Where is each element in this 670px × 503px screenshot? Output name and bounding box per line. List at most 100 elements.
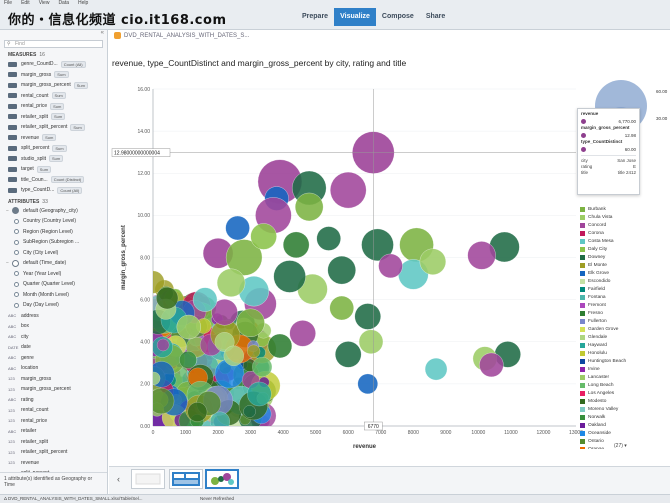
measure-item[interactable]: rental_price Sum [0,101,107,112]
bubble[interactable] [243,405,256,418]
legend-item[interactable]: Fairfield [580,285,660,293]
bubble[interactable] [147,371,161,386]
legend-item[interactable]: Elk Grove [580,269,660,277]
bubble[interactable] [216,268,246,298]
legend-item[interactable]: Corona [580,229,660,237]
attribute-item[interactable]: 123 margin_gross [0,374,107,385]
bubble[interactable] [225,215,250,241]
aggregation-badge[interactable]: Sum [70,123,85,131]
bubble[interactable] [354,303,382,330]
measure-item[interactable]: margin_gross Sum [0,70,107,81]
bubble[interactable] [327,255,356,285]
bubble[interactable] [176,314,202,340]
bubble[interactable] [246,344,261,358]
legend-item[interactable]: Daly City [580,245,660,253]
measure-item[interactable]: split_percent Sum [0,143,107,154]
aggregation-badge[interactable]: Sum [50,102,65,110]
canvas-thumbnail[interactable] [169,469,203,489]
legend-item[interactable]: Oceanside [580,429,660,437]
bubble[interactable] [156,338,170,352]
bubble[interactable] [479,352,504,378]
attribute-item[interactable]: 123 retailer_split [0,437,107,448]
hierarchy-level[interactable]: SubRegion (Subregion ... [0,237,107,248]
tab-share[interactable]: Share [425,13,446,20]
hierarchy-level[interactable]: City (City Level) [0,248,107,259]
bubble[interactable] [252,356,273,377]
menu-item-view[interactable]: View [38,0,50,6]
aggregation-badge[interactable]: Sum [52,144,67,152]
aggregation-badge[interactable]: Sum [50,113,66,121]
bubble[interactable] [223,345,244,367]
legend-item[interactable]: Fremont [580,301,660,309]
aggregation-badge[interactable]: Sum [42,134,57,142]
legend-item[interactable]: Costa Mesa [580,237,660,245]
bubble-chart[interactable]: 0.00 2.00 4.00 6.00 8.00 10.00 12.00 14.00 16.00… [109,30,670,466]
legend-item[interactable]: Honolulu [580,349,660,357]
chevron-down-icon[interactable]: ▾ [624,443,627,449]
hierarchy-level[interactable]: Month (Month Level) [0,290,107,301]
bubble[interactable] [289,320,316,347]
attribute-item[interactable]: ABC address [0,311,107,322]
aggregation-badge[interactable]: Count (Distinct) [50,176,85,184]
bubble[interactable] [192,287,218,312]
hierarchy-level[interactable]: Year (Year Level) [0,269,107,280]
bubble[interactable] [294,192,324,222]
hierarchy-level[interactable]: Country (Country Level) [0,216,107,227]
bubble[interactable] [467,241,496,270]
legend-item[interactable]: Irvine [580,365,660,373]
aggregation-badge[interactable]: Count (All) [57,186,83,194]
attribute-item[interactable]: DATE date [0,342,107,353]
measure-item[interactable]: retailer_split_percent Sum [0,122,107,133]
canvas-thumbnail[interactable] [131,469,165,489]
legend-item[interactable]: Chula Vista [580,213,660,221]
menu-item-help[interactable]: Help [78,0,89,6]
legend-item[interactable]: Hayward [580,341,660,349]
bubble[interactable] [247,381,272,407]
attribute-item[interactable]: 123 retailer_split_percent [0,447,107,458]
bubble[interactable] [329,295,354,321]
legend-item[interactable]: Long Beach [580,381,660,389]
attribute-item[interactable]: ABC box [0,321,107,332]
collapse-panel-button[interactable]: « [100,30,104,36]
search-input[interactable]: ⚲ Find [4,40,103,48]
legend-item[interactable]: Orange [580,445,660,449]
measure-item[interactable]: rental_count Sum [0,91,107,102]
bubble[interactable] [156,287,179,310]
tab-visualize[interactable]: Visualize [334,8,376,26]
aggregation-badge[interactable]: Sum [36,165,52,173]
legend-item[interactable]: Moreno Valley [580,405,660,413]
legend-item[interactable]: Los Angeles [580,389,660,397]
bubble[interactable] [211,299,238,326]
attribute-item[interactable]: ABC city [0,332,107,343]
bubble[interactable] [236,308,265,338]
menu-item-edit[interactable]: Edit [21,0,30,6]
hierarchy-level[interactable]: Region (Region Level) [0,227,107,238]
legend-item[interactable]: Huntington Beach [580,357,660,365]
measure-item[interactable]: revenue Sum [0,133,107,144]
legend-item[interactable]: Modesto [580,397,660,405]
legend-item[interactable]: Downey [580,253,660,261]
attribute-item[interactable]: ABC rating [0,395,107,406]
aggregation-badge[interactable]: Count (All) [60,60,86,68]
bubble[interactable] [357,373,379,395]
legend-item[interactable]: Norwalk [580,413,660,421]
legend-item[interactable]: Oakland [580,421,660,429]
attribute-item[interactable]: 123 rental_count [0,405,107,416]
bubble[interactable] [419,248,447,275]
bubble[interactable] [187,402,208,422]
legend-item[interactable]: Ontario [580,437,660,445]
legend-item[interactable]: Fontana [580,293,660,301]
attribute-item[interactable]: 123 revenue [0,458,107,469]
legend-item[interactable]: Concord [580,221,660,229]
aggregation-badge[interactable]: Sum [51,92,66,100]
legend-item[interactable]: Glendale [580,333,660,341]
bubble[interactable] [361,228,394,262]
attribute-item[interactable]: ABC genre [0,353,107,364]
bubble[interactable] [250,223,277,250]
attribute-item[interactable]: 123 margin_gross_percent [0,384,107,395]
measure-item[interactable]: type_CountD... Count (All) [0,185,107,196]
bubble[interactable] [329,171,367,209]
bubble[interactable] [267,333,293,359]
attribute-item[interactable]: ABC retailer [0,426,107,437]
legend-item[interactable]: Garden Grove [580,325,660,333]
